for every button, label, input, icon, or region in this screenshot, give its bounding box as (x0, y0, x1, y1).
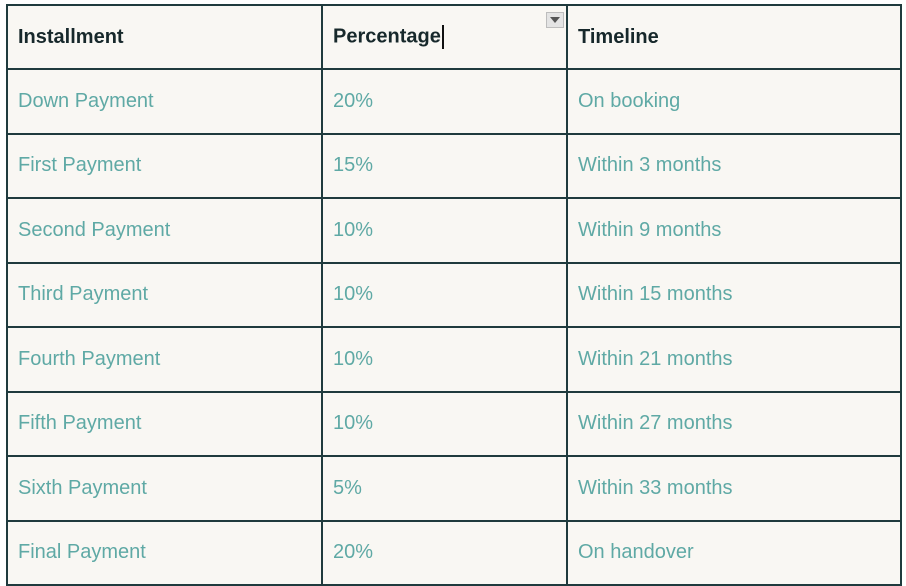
cell-installment[interactable]: First Payment (6, 132, 323, 199)
cell-timeline[interactable]: Within 21 months (566, 326, 902, 393)
cell-timeline[interactable]: Within 3 months (566, 132, 902, 199)
cell-percentage[interactable]: 20% (321, 519, 568, 586)
table-row: Fourth Payment 10% Within 21 months (6, 326, 902, 393)
cell-timeline[interactable]: On handover (566, 519, 902, 586)
table-row: Second Payment 10% Within 9 months (6, 197, 902, 264)
header-cell-percentage[interactable]: Percentage (321, 4, 568, 70)
text-cursor (441, 25, 444, 49)
cell-percentage[interactable]: 20% (321, 68, 568, 135)
installment-table-container: Installment Percentage Timeline Down Pay… (6, 4, 902, 586)
header-label-timeline: Timeline (578, 25, 659, 48)
header-cell-installment[interactable]: Installment (6, 4, 323, 70)
table-row: Down Payment 20% On booking (6, 68, 902, 135)
dropdown-arrow-icon[interactable] (546, 12, 564, 28)
table-header-row: Installment Percentage Timeline (6, 4, 902, 70)
cell-installment[interactable]: Third Payment (6, 261, 323, 328)
cell-installment[interactable]: Sixth Payment (6, 455, 323, 522)
table-row: Fifth Payment 10% Within 27 months (6, 390, 902, 457)
cell-timeline[interactable]: Within 33 months (566, 455, 902, 522)
table-row: Third Payment 10% Within 15 months (6, 261, 902, 328)
cell-timeline[interactable]: Within 27 months (566, 390, 902, 457)
cell-installment[interactable]: Fifth Payment (6, 390, 323, 457)
cell-installment[interactable]: Final Payment (6, 519, 323, 586)
cell-percentage[interactable]: 10% (321, 390, 568, 457)
header-label-installment: Installment (18, 25, 124, 48)
header-cell-timeline[interactable]: Timeline (566, 4, 902, 70)
cell-percentage[interactable]: 15% (321, 132, 568, 199)
table-row: Sixth Payment 5% Within 33 months (6, 455, 902, 522)
table-row: Final Payment 20% On handover (6, 519, 902, 586)
cell-installment[interactable]: Down Payment (6, 68, 323, 135)
cell-timeline[interactable]: Within 9 months (566, 197, 902, 264)
cell-timeline[interactable]: On booking (566, 68, 902, 135)
cell-percentage[interactable]: 10% (321, 261, 568, 328)
header-label-percentage: Percentage (333, 25, 441, 48)
cell-percentage[interactable]: 10% (321, 326, 568, 393)
triangle-down-icon (550, 17, 560, 23)
cell-percentage[interactable]: 5% (321, 455, 568, 522)
cell-timeline[interactable]: Within 15 months (566, 261, 902, 328)
table-row: First Payment 15% Within 3 months (6, 132, 902, 199)
cell-installment[interactable]: Fourth Payment (6, 326, 323, 393)
installment-table: Installment Percentage Timeline Down Pay… (6, 4, 902, 586)
cell-percentage[interactable]: 10% (321, 197, 568, 264)
cell-installment[interactable]: Second Payment (6, 197, 323, 264)
